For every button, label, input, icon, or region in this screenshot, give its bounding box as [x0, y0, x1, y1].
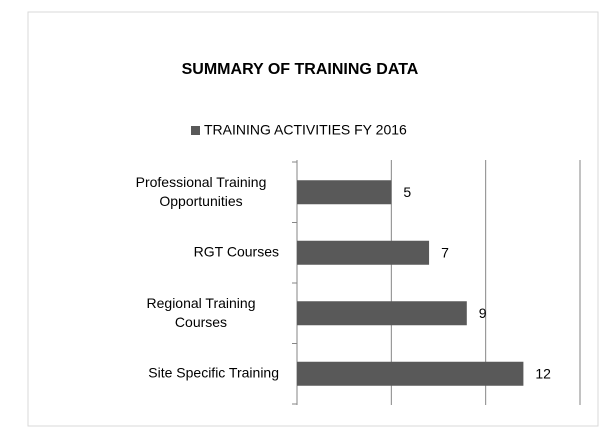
y-tick-label: Site Specific Training [148, 364, 279, 380]
legend-swatch [191, 126, 200, 135]
data-label: 9 [479, 305, 487, 321]
bar [297, 180, 392, 205]
y-tick-label: RGT Courses [194, 243, 279, 259]
y-tick-label: Professional Training Opportunities [136, 173, 267, 208]
data-label: 12 [535, 365, 551, 381]
bar [297, 240, 430, 265]
legend-label: TRAINING ACTIVITIES FY 2016 [204, 122, 407, 138]
bar [297, 361, 524, 386]
y-tick-label: Regional Training Courses [147, 294, 256, 329]
data-label: 5 [403, 184, 411, 200]
bar [297, 301, 467, 326]
chart-border [27, 11, 599, 427]
data-label: 7 [441, 244, 449, 260]
chart-title: SUMMARY OF TRAINING DATA [182, 61, 419, 78]
